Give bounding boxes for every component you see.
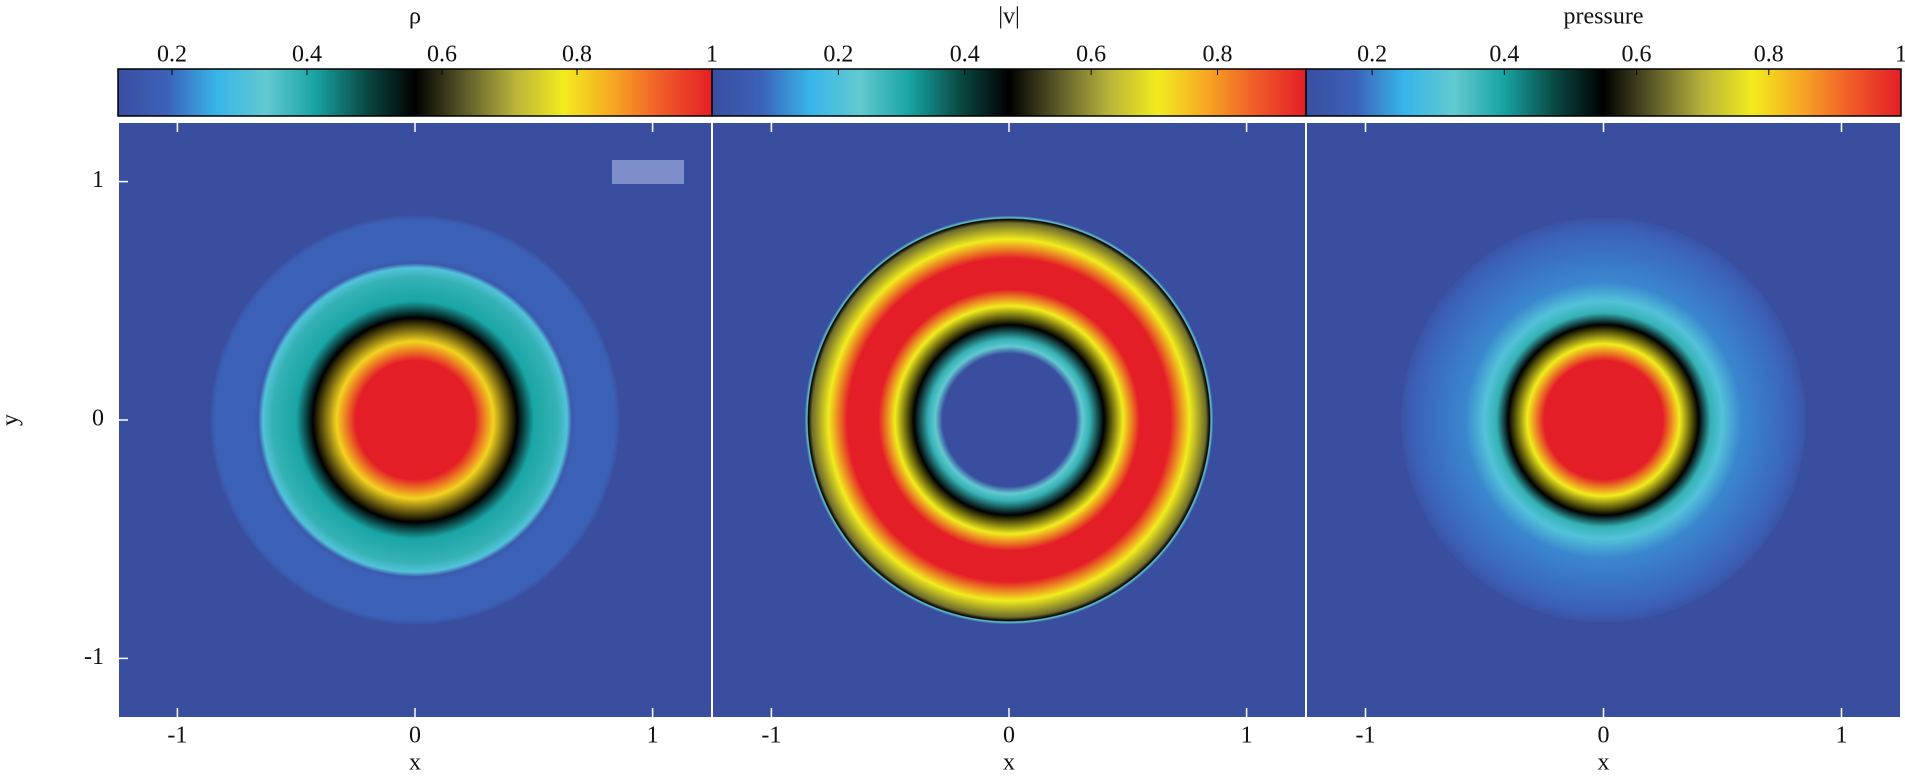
colorbar-tick-label: 1 (1895, 42, 1905, 68)
y-tick-label: 1 (92, 167, 104, 193)
rings (1401, 217, 1806, 623)
colorbar-tick-label: 0.8 (1203, 42, 1233, 68)
colorbar-tick-label: 0.2 (823, 42, 853, 68)
colorbar-tick-label: 0.2 (157, 42, 187, 68)
y-axis-label: y (0, 414, 24, 426)
y-tick-label: -1 (84, 644, 104, 670)
x-tick-label: -1 (1356, 723, 1376, 749)
colorbar-tick-label: 0.4 (950, 42, 980, 68)
colorbar-title: pressure (1564, 4, 1644, 30)
colorbar-tick-label: 0.8 (562, 42, 592, 68)
colorbar (711, 68, 1307, 117)
rings (210, 215, 620, 625)
x-tick-label: -1 (167, 723, 187, 749)
colorbar-tick-label: 0.2 (1357, 42, 1387, 68)
colorbar-title: |v| (998, 4, 1020, 30)
x-axis-label: x (1003, 750, 1015, 776)
colorbar-tick-label: 1 (706, 42, 718, 68)
colorbar-tick-label: 0.4 (292, 42, 322, 68)
x-tick-label: 1 (1836, 723, 1848, 749)
heatmap (1306, 122, 1901, 718)
colorbar-tick-label: 0.6 (1076, 42, 1106, 68)
x-axis-label: x (1598, 750, 1610, 776)
y-tick-label: 0 (92, 406, 104, 432)
x-tick-label: -1 (761, 723, 781, 749)
colorbar-tick-label: 0.6 (427, 42, 457, 68)
colorbar (1305, 68, 1902, 117)
x-tick-label: 0 (1598, 723, 1610, 749)
x-tick-label: 1 (1241, 723, 1253, 749)
rings (804, 215, 1214, 625)
x-axis-label: x (409, 750, 421, 776)
colorbar-title: ρ (409, 4, 421, 30)
heatmap (118, 122, 712, 718)
colorbar-tick-label: 0.8 (1754, 42, 1784, 68)
colorbar (117, 68, 713, 117)
logo (612, 160, 684, 184)
colorbar-tick-label: 0.6 (1622, 42, 1652, 68)
heatmap (712, 122, 1306, 718)
x-tick-label: 0 (1003, 723, 1015, 749)
x-tick-label: 0 (409, 723, 421, 749)
colorbar-tick-label: 0.4 (1489, 42, 1519, 68)
x-tick-label: 1 (647, 723, 659, 749)
